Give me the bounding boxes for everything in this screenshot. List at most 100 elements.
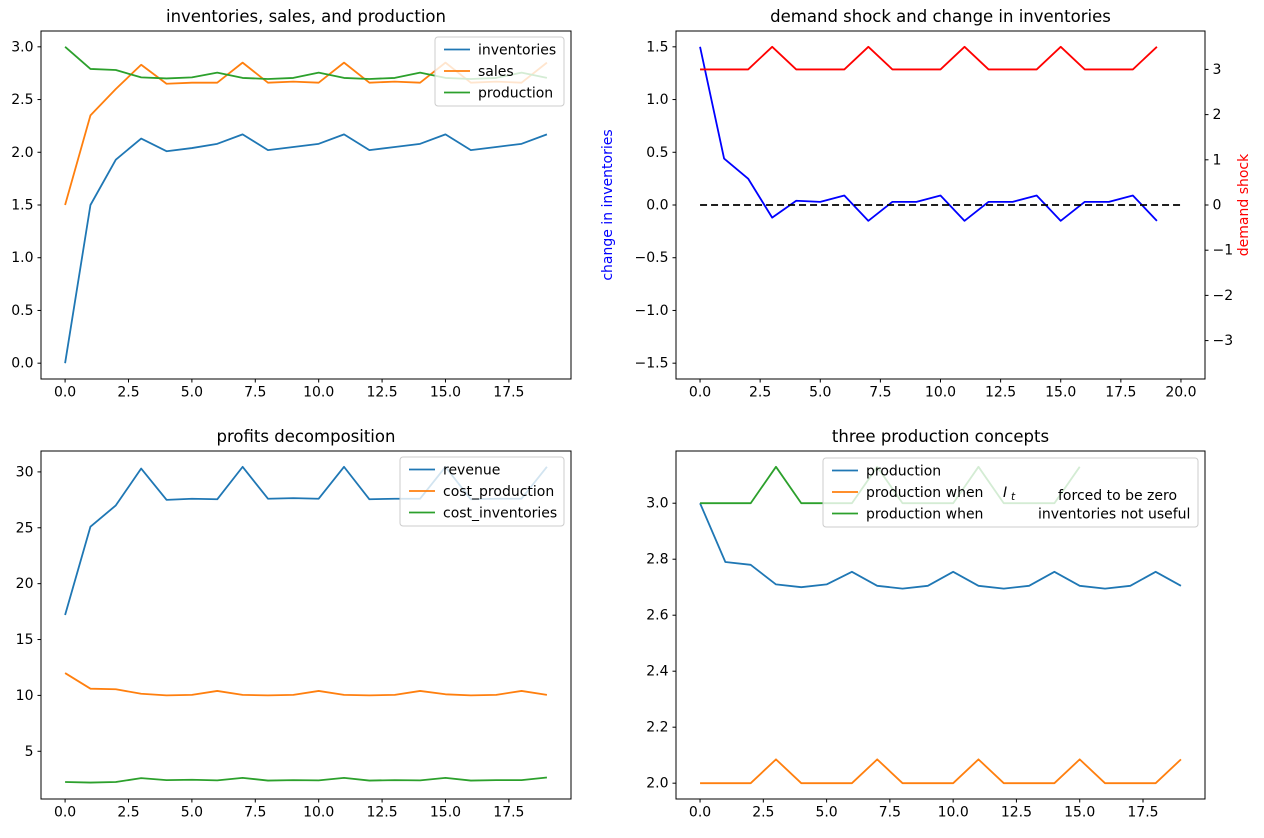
y-tick-label: 0.5 [646, 145, 668, 161]
series-line-production-when-i-t-forced-to-be-zero [700, 758, 1182, 785]
x-tick-label: 12.5 [985, 385, 1016, 401]
legend: revenue cost_production cost_inventories [399, 456, 565, 527]
legend-label: sales [478, 64, 514, 80]
legend-label: revenue [443, 463, 500, 479]
x-tick-label: 5.0 [815, 805, 837, 821]
legend-label: cost_production [443, 484, 554, 500]
subplot-three-production-concepts: three production concepts 0.0 2.5 5.0 7.5 10.… [646, 427, 1206, 821]
x-tick-label: 15.0 [1045, 385, 1076, 401]
x-tick-label: 17.5 [493, 385, 524, 401]
subplot-demand-shock-change-in-inventories: demand shock and change in inventories 0.… [600, 7, 1252, 401]
x-axis-ticks: 0.0 2.5 5.0 7.5 10.0 12.5 15.0 17.5 [54, 799, 524, 821]
legend-label: cost_inventories [443, 506, 557, 522]
x-tick-label: 17.5 [493, 805, 524, 821]
x-tick-label: 15.0 [430, 805, 461, 821]
right-y-tick-label: −3 [1213, 333, 1234, 349]
right-y-tick-label: −2 [1213, 288, 1234, 304]
x-tick-label: 2.5 [752, 805, 774, 821]
x-tick-label: 7.5 [244, 805, 266, 821]
y-tick-label: 2.5 [11, 92, 33, 108]
y-tick-label: −1.0 [635, 303, 669, 319]
legend-box [822, 457, 1199, 528]
y-tick-label: 2.0 [11, 145, 33, 161]
y-tick-label: 1.0 [11, 250, 33, 266]
y-axis-ticks: 2.0 2.2 2.4 2.6 2.8 3.0 [646, 496, 676, 792]
y-tick-label: −0.5 [635, 250, 669, 266]
chart-title-three-production-concepts: three production concepts [832, 427, 1049, 446]
subplot-profits-decomposition: profits decomposition 0.0 2.5 5.0 7.5 10.0 12.… [16, 427, 572, 821]
series-line-change-in-inventories [699, 46, 1158, 222]
series-line-cost-production [64, 672, 548, 697]
right-y-axis-ticks: −3 −2 −1 0 1 2 3 [1205, 62, 1233, 349]
y-axis-ticks: −1.5 −1.0 −0.5 0.0 0.5 1.0 1.5 [635, 39, 676, 372]
x-tick-label: 5.0 [181, 385, 203, 401]
y-tick-label: 3.0 [11, 39, 33, 55]
y-tick-label: 2.0 [646, 776, 668, 792]
chart-title-demand-shock-change-in-inventories: demand shock and change in inventories [770, 7, 1111, 26]
series-line-production [699, 502, 1182, 590]
y-tick-label: 1.0 [646, 92, 668, 108]
chart-title-inventories-sales-production: inventories, sales, and production [166, 7, 446, 26]
axes-spines [40, 450, 572, 800]
x-tick-label: 7.5 [879, 805, 901, 821]
series-line-demand-shock [700, 45, 1158, 71]
x-tick-label: 5.0 [181, 805, 203, 821]
y-axis-label-left: change in inventories [600, 129, 616, 280]
x-tick-label: 10.0 [925, 385, 956, 401]
right-y-tick-label: 2 [1213, 107, 1222, 123]
legend-label: inventories [478, 43, 556, 59]
y-tick-label: 3.0 [646, 496, 668, 512]
x-axis-ticks: 0.0 2.5 5.0 7.5 10.0 12.5 15.0 17.5 [54, 379, 524, 401]
y-axis-label-right: demand shock [1236, 153, 1252, 256]
x-tick-label: 0.0 [54, 805, 76, 821]
y-tick-label: 25 [16, 520, 34, 536]
y-tick-label: 5 [25, 744, 34, 760]
right-y-tick-label: −1 [1213, 243, 1234, 259]
x-tick-label: 7.5 [244, 385, 266, 401]
y-tick-label: 20 [16, 576, 34, 592]
x-tick-label: 12.5 [1001, 805, 1032, 821]
legend: inventories sales production [434, 36, 565, 107]
x-tick-label: 2.5 [117, 385, 139, 401]
legend-box [399, 456, 565, 527]
axes-spines [675, 450, 1206, 800]
x-tick-label: 10.0 [303, 805, 334, 821]
x-tick-label: 10.0 [303, 385, 334, 401]
x-tick-label: 5.0 [809, 385, 831, 401]
y-axis-ticks: 5 10 15 20 25 30 [16, 464, 41, 760]
x-tick-label: 12.5 [366, 805, 397, 821]
y-tick-label: 1.5 [646, 39, 668, 55]
x-axis-ticks: 0.0 2.5 5.0 7.5 10.0 12.5 15.0 17.5 20.0 [689, 379, 1197, 401]
x-tick-label: 12.5 [366, 385, 397, 401]
x-axis-ticks: 0.0 2.5 5.0 7.5 10.0 12.5 15.0 17.5 [689, 799, 1159, 821]
chart-title-profits-decomposition: profits decomposition [217, 427, 396, 446]
x-tick-label: 0.0 [54, 385, 76, 401]
x-tick-label: 17.5 [1105, 385, 1136, 401]
y-axis-ticks: 0.0 0.5 1.0 1.5 2.0 2.5 3.0 [11, 39, 41, 372]
y-tick-label: 0.0 [646, 198, 668, 214]
legend-label: production when inventories not useful [866, 507, 1190, 523]
y-tick-label: 30 [16, 464, 34, 480]
x-tick-label: 15.0 [1064, 805, 1095, 821]
right-y-tick-label: 0 [1213, 198, 1222, 214]
x-tick-label: 0.0 [689, 805, 711, 821]
x-tick-label: 2.5 [749, 385, 771, 401]
series-line-cost-inventories [65, 776, 548, 784]
x-tick-label: 0.0 [689, 385, 711, 401]
right-y-tick-label: 3 [1213, 62, 1222, 78]
x-tick-label: 2.5 [117, 805, 139, 821]
legend-label: production [866, 464, 941, 480]
x-tick-label: 20.0 [1165, 385, 1196, 401]
x-tick-label: 17.5 [1127, 805, 1158, 821]
x-tick-label: 15.0 [430, 385, 461, 401]
legend-box [434, 36, 565, 107]
series-line-inventories [64, 133, 548, 364]
legend-label: production [478, 86, 553, 102]
y-tick-label: −1.5 [635, 356, 669, 372]
y-tick-label: 2.8 [646, 552, 668, 568]
right-y-tick-label: 1 [1213, 152, 1222, 168]
y-tick-label: 2.4 [646, 664, 668, 680]
